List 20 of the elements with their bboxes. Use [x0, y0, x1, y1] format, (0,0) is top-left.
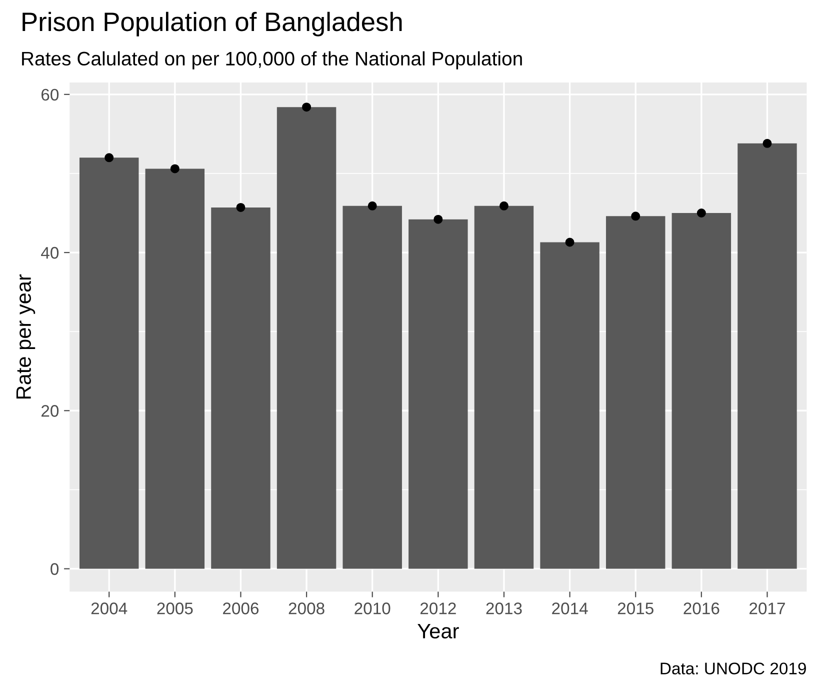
y-tick-label: 40: [41, 246, 59, 259]
x-axis-title: Year: [418, 624, 459, 638]
y-axis-title: Rate per year: [16, 274, 36, 399]
y-tick-label: 60: [42, 88, 59, 101]
x-tick-label: 2016: [684, 602, 720, 614]
x-tick-label: 2017: [750, 602, 785, 614]
x-tick-label: 2012: [420, 602, 456, 614]
chart-title: Prison Population of Bangladesh: [22, 12, 402, 36]
x-tick-label: 2015: [618, 602, 654, 614]
x-tick-label: 2006: [223, 602, 259, 614]
y-tick-label: 0: [50, 563, 59, 575]
x-tick-label: 2010: [354, 602, 390, 614]
y-tick-label: 20: [42, 405, 59, 417]
x-tick-label: 2014: [552, 602, 588, 614]
chart-subtitle: Rates Calulated on per 100,000 of the National Population: [22, 51, 522, 70]
x-tick-label: 2008: [288, 602, 324, 614]
text: Data: UNODC 2019: [660, 662, 806, 674]
x-tick-label: 2004: [91, 602, 128, 614]
x-tick-label: 2013: [486, 602, 522, 614]
x-tick-label: 2005: [157, 602, 193, 614]
